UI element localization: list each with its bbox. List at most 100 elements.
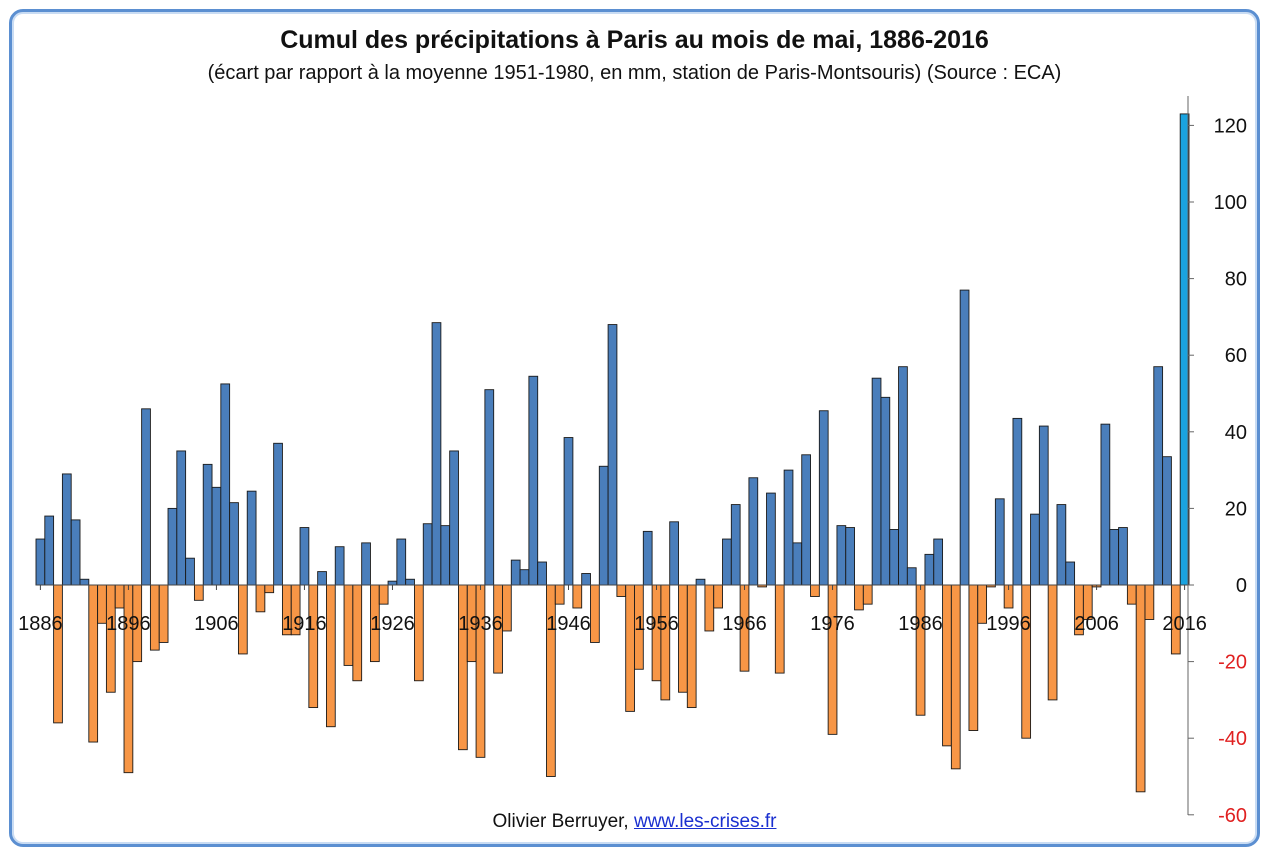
bar-1933 bbox=[449, 450, 459, 586]
bar-1969 bbox=[766, 492, 776, 586]
y-tick-label-0: 0 bbox=[1236, 575, 1247, 597]
y-tick-label-120: 120 bbox=[1214, 115, 1247, 137]
bar-2014 bbox=[1162, 456, 1172, 586]
x-tick-label-1936: 1936 bbox=[458, 613, 503, 635]
y-tick-label-80: 80 bbox=[1225, 269, 1247, 291]
bar-1904 bbox=[193, 584, 204, 601]
bar-1955 bbox=[642, 530, 653, 586]
bar-1925 bbox=[378, 584, 389, 605]
bar-2010 bbox=[1126, 584, 1137, 605]
bar-1895 bbox=[114, 584, 125, 609]
bar-1986 bbox=[915, 584, 926, 716]
bar-1953 bbox=[625, 584, 635, 712]
bar-1921 bbox=[343, 584, 354, 666]
bar-2007 bbox=[1100, 423, 1111, 586]
bar-2008 bbox=[1109, 529, 1120, 586]
bar-1918 bbox=[317, 571, 327, 586]
bar-1931 bbox=[431, 322, 442, 586]
bar-1992 bbox=[968, 584, 979, 731]
bar-1960 bbox=[686, 584, 697, 709]
chart-title: Cumul des précipitations à Paris au mois… bbox=[280, 26, 989, 54]
bar-1987 bbox=[924, 553, 935, 586]
bar-1970 bbox=[774, 584, 785, 674]
bar-1981 bbox=[871, 377, 882, 586]
bar-1972 bbox=[792, 542, 803, 586]
bar-1976 bbox=[827, 584, 838, 735]
x-tick-label-2006: 2006 bbox=[1074, 613, 1119, 635]
bar-1995 bbox=[994, 498, 1005, 586]
chart-subtitle: (écart par rapport à la moyenne 1951-198… bbox=[207, 62, 1062, 84]
x-tick-label-1966: 1966 bbox=[722, 613, 767, 635]
bar-1958 bbox=[669, 521, 679, 586]
bar-2012 bbox=[1144, 584, 1155, 620]
x-tick-label-2016: 2016 bbox=[1162, 613, 1207, 635]
bar-1928 bbox=[405, 578, 415, 586]
bar-1952 bbox=[616, 584, 627, 597]
bar-1967 bbox=[748, 477, 759, 586]
bar-1905 bbox=[202, 463, 213, 586]
bar-1945 bbox=[554, 584, 565, 605]
bar-1947 bbox=[572, 584, 583, 609]
x-tick-label-1996: 1996 bbox=[986, 613, 1031, 635]
bar-1899 bbox=[149, 584, 160, 651]
bar-1903 bbox=[185, 557, 195, 586]
y-tick-label-40: 40 bbox=[1225, 422, 1247, 444]
bar-1939 bbox=[502, 584, 512, 632]
bar-1997 bbox=[1012, 417, 1023, 586]
bar-1913 bbox=[273, 442, 283, 586]
bar-1936 bbox=[475, 584, 486, 758]
bar-1949 bbox=[590, 584, 600, 643]
y-tick-label--60: -60 bbox=[1218, 805, 1247, 827]
bar-1911 bbox=[255, 584, 266, 613]
bar-1983 bbox=[889, 529, 900, 586]
y-tick-label--20: -20 bbox=[1218, 652, 1247, 674]
bar-1920 bbox=[334, 546, 345, 586]
bar-1893 bbox=[97, 584, 107, 624]
bar-1907 bbox=[220, 383, 231, 586]
bar-1943 bbox=[537, 561, 547, 586]
bar-2002 bbox=[1056, 504, 1067, 586]
x-tick-label-1946: 1946 bbox=[546, 613, 591, 635]
bar-1980 bbox=[862, 584, 873, 605]
bar-1888 bbox=[53, 584, 63, 724]
bar-1887 bbox=[44, 515, 55, 586]
bar-1979 bbox=[854, 584, 864, 611]
bar-1941 bbox=[519, 569, 530, 586]
bar-1974 bbox=[810, 584, 820, 597]
x-tick-label-1956: 1956 bbox=[634, 613, 679, 635]
bar-1975 bbox=[818, 410, 829, 586]
bar-1926 bbox=[387, 580, 398, 586]
bar-1962 bbox=[704, 584, 715, 632]
x-tick-label-1916: 1916 bbox=[282, 613, 327, 635]
bar-1886 bbox=[35, 538, 46, 586]
bar-1998 bbox=[1021, 584, 1032, 739]
bar-1889 bbox=[61, 473, 72, 586]
bar-1932 bbox=[440, 525, 451, 586]
bar-1959 bbox=[678, 584, 688, 693]
bar-1951 bbox=[607, 324, 618, 586]
bar-1919 bbox=[326, 584, 336, 728]
bar-1934 bbox=[458, 584, 468, 751]
bar-1901 bbox=[167, 507, 178, 586]
x-tick-label-1976: 1976 bbox=[810, 613, 855, 635]
bar-1892 bbox=[88, 584, 99, 743]
x-tick-label-1906: 1906 bbox=[194, 613, 239, 635]
bar-1988 bbox=[933, 538, 944, 586]
credit-author: Olivier Berruyer, bbox=[492, 811, 629, 832]
bar-1917 bbox=[308, 584, 319, 709]
bar-1984 bbox=[898, 366, 908, 586]
bar-1985 bbox=[906, 567, 917, 586]
bar-1912 bbox=[264, 584, 275, 594]
bar-1891 bbox=[79, 578, 90, 586]
bar-1940 bbox=[510, 559, 521, 586]
bar-1927 bbox=[396, 538, 407, 586]
bar-1991 bbox=[959, 289, 970, 586]
bar-1902 bbox=[176, 450, 187, 586]
bar-1964 bbox=[722, 538, 732, 586]
bar-1990 bbox=[950, 584, 961, 770]
bar-1950 bbox=[598, 465, 609, 586]
credit-link[interactable]: www.les-crises.fr bbox=[633, 811, 777, 832]
bar-1946 bbox=[563, 437, 574, 586]
bar-1937 bbox=[484, 389, 495, 586]
